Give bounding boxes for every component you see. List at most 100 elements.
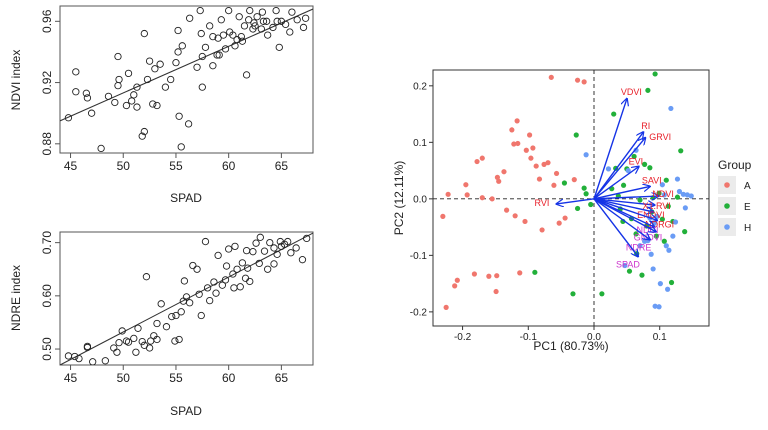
loading-label: SAVI [642, 175, 662, 185]
ndvi-data-point [186, 14, 194, 22]
pca-x-tick-label: 0.0 [587, 332, 601, 343]
ndvi-data-point [174, 26, 182, 35]
pca-point-group-a [489, 196, 495, 202]
ndvi-data-point [288, 8, 296, 16]
ndre-data-point [189, 261, 197, 270]
ndre-data-point [64, 352, 73, 360]
loading-arrow [593, 132, 643, 200]
pca-point-group-a [471, 271, 477, 277]
pca-point-group-e [653, 233, 660, 239]
ndre-data-point [142, 273, 151, 281]
pca-point-group-a [527, 132, 533, 138]
ndre-data-point [89, 358, 97, 365]
pca-point-group-e [665, 203, 671, 209]
ndre-data-point [197, 311, 205, 320]
ndvi-x-tick-label: 65 [275, 159, 289, 173]
pca-point-group-a [464, 192, 470, 198]
ndvi-data-point [286, 28, 294, 36]
pca-point-group-h [682, 205, 688, 211]
ndvi-data-point [196, 6, 204, 15]
pca-y-tick-label: 0.0 [413, 194, 427, 205]
pca-point-group-a [479, 195, 485, 201]
ndvi-x-axis-label: SPAD [170, 191, 202, 205]
pca-point-group-a [523, 147, 529, 153]
pca-legend: Group AEH [718, 158, 752, 236]
ndvi-data-point [197, 29, 205, 38]
loading-arrow [593, 198, 638, 257]
loading-label: NDRE [626, 243, 652, 253]
ndvi-data-point [153, 101, 161, 110]
ndre-data-point [83, 343, 92, 352]
ndre-data-point [284, 237, 292, 246]
ndre-scatter-panel: 45 50 55 60 65 0.50 0.60 0.70 SPAD NDRE index [9, 231, 314, 418]
legend-title: Group [718, 158, 752, 172]
ndvi-data-point [133, 83, 141, 91]
ndvi-data-point [97, 144, 105, 153]
ndvi-data-point [238, 37, 247, 45]
ndre-data-point [222, 262, 231, 270]
ndvi-data-point [130, 91, 138, 99]
legend-label-a: A [744, 181, 751, 192]
ndvi-data-point [172, 59, 180, 67]
pca-point-group-a [533, 163, 539, 169]
ndvi-data-point [115, 75, 123, 84]
ndvi-data-point [217, 16, 225, 24]
legend-label-h: H [744, 223, 751, 234]
pca-point-group-h [650, 266, 656, 272]
pca-point-group-h [659, 182, 665, 188]
ndvi-data-point [72, 88, 80, 96]
ndre-data-point [303, 234, 311, 243]
pca-point-group-h [688, 193, 694, 199]
pca-point-group-h [668, 105, 674, 112]
ndvi-data-point [213, 51, 221, 59]
ndvi-data-point [206, 22, 214, 30]
pca-plot-frame [432, 69, 710, 327]
ndre-data-point [210, 278, 218, 286]
loading-arrow [593, 196, 658, 199]
ndre-data-point [134, 324, 142, 332]
pca-point-group-a [562, 215, 568, 221]
ndvi-data-point [114, 52, 122, 61]
ndvi-data-point [264, 31, 272, 39]
loading-label: VDVI [621, 87, 642, 97]
loading-label: X1.RVI [642, 201, 670, 211]
loading-arrow [593, 198, 653, 212]
ndre-data-point [180, 277, 189, 285]
pca-point-group-a [479, 155, 485, 161]
ndre-data-point [218, 281, 226, 289]
ndvi-regression-line [60, 8, 313, 122]
loading-arrow [593, 99, 627, 200]
ndvi-data-point [143, 75, 152, 84]
ndvi-data-point [253, 13, 261, 21]
pca-point-group-h [665, 286, 671, 292]
ndvi-plot-area [60, 6, 313, 153]
loading-arrow [593, 198, 654, 205]
ndvi-data-point [240, 22, 249, 30]
loading-label: SPAD [616, 259, 640, 269]
ndvi-data-point [128, 97, 136, 105]
pca-point-group-a [511, 141, 517, 147]
ndre-data-point [175, 335, 183, 344]
pca-point-group-e [668, 279, 675, 286]
pca-point-group-a [494, 273, 500, 279]
ndvi-data-point [225, 6, 233, 15]
ndre-data-point [241, 274, 250, 282]
pca-biplot-panel: -0.2 -0.1 0.0 0.1 -0.2 -0.1 0.0 0.1 0.2 VDVI RIGRV… [392, 69, 710, 353]
ndre-data-point [292, 244, 300, 252]
pca-point-group-a [496, 178, 502, 184]
pca-point-group-h [672, 219, 679, 225]
pca-point-group-a [574, 77, 581, 83]
pca-point-group-a [539, 227, 545, 233]
ndre-data-point [201, 237, 210, 246]
pca-point-group-h [666, 247, 672, 253]
pca-point-group-e [652, 71, 658, 77]
ndre-data-point [203, 284, 212, 292]
pca-point-group-h [680, 191, 686, 197]
pca-point-group-e [588, 201, 594, 208]
ndvi-data-point [87, 109, 96, 117]
ndre-x-tick-label: 45 [64, 371, 78, 385]
ndvi-data-point [221, 45, 230, 53]
pca-y-axis-label: PC2 (12.11%) [392, 161, 406, 235]
ndre-data-point [157, 300, 165, 308]
loading-arrow [593, 138, 645, 200]
